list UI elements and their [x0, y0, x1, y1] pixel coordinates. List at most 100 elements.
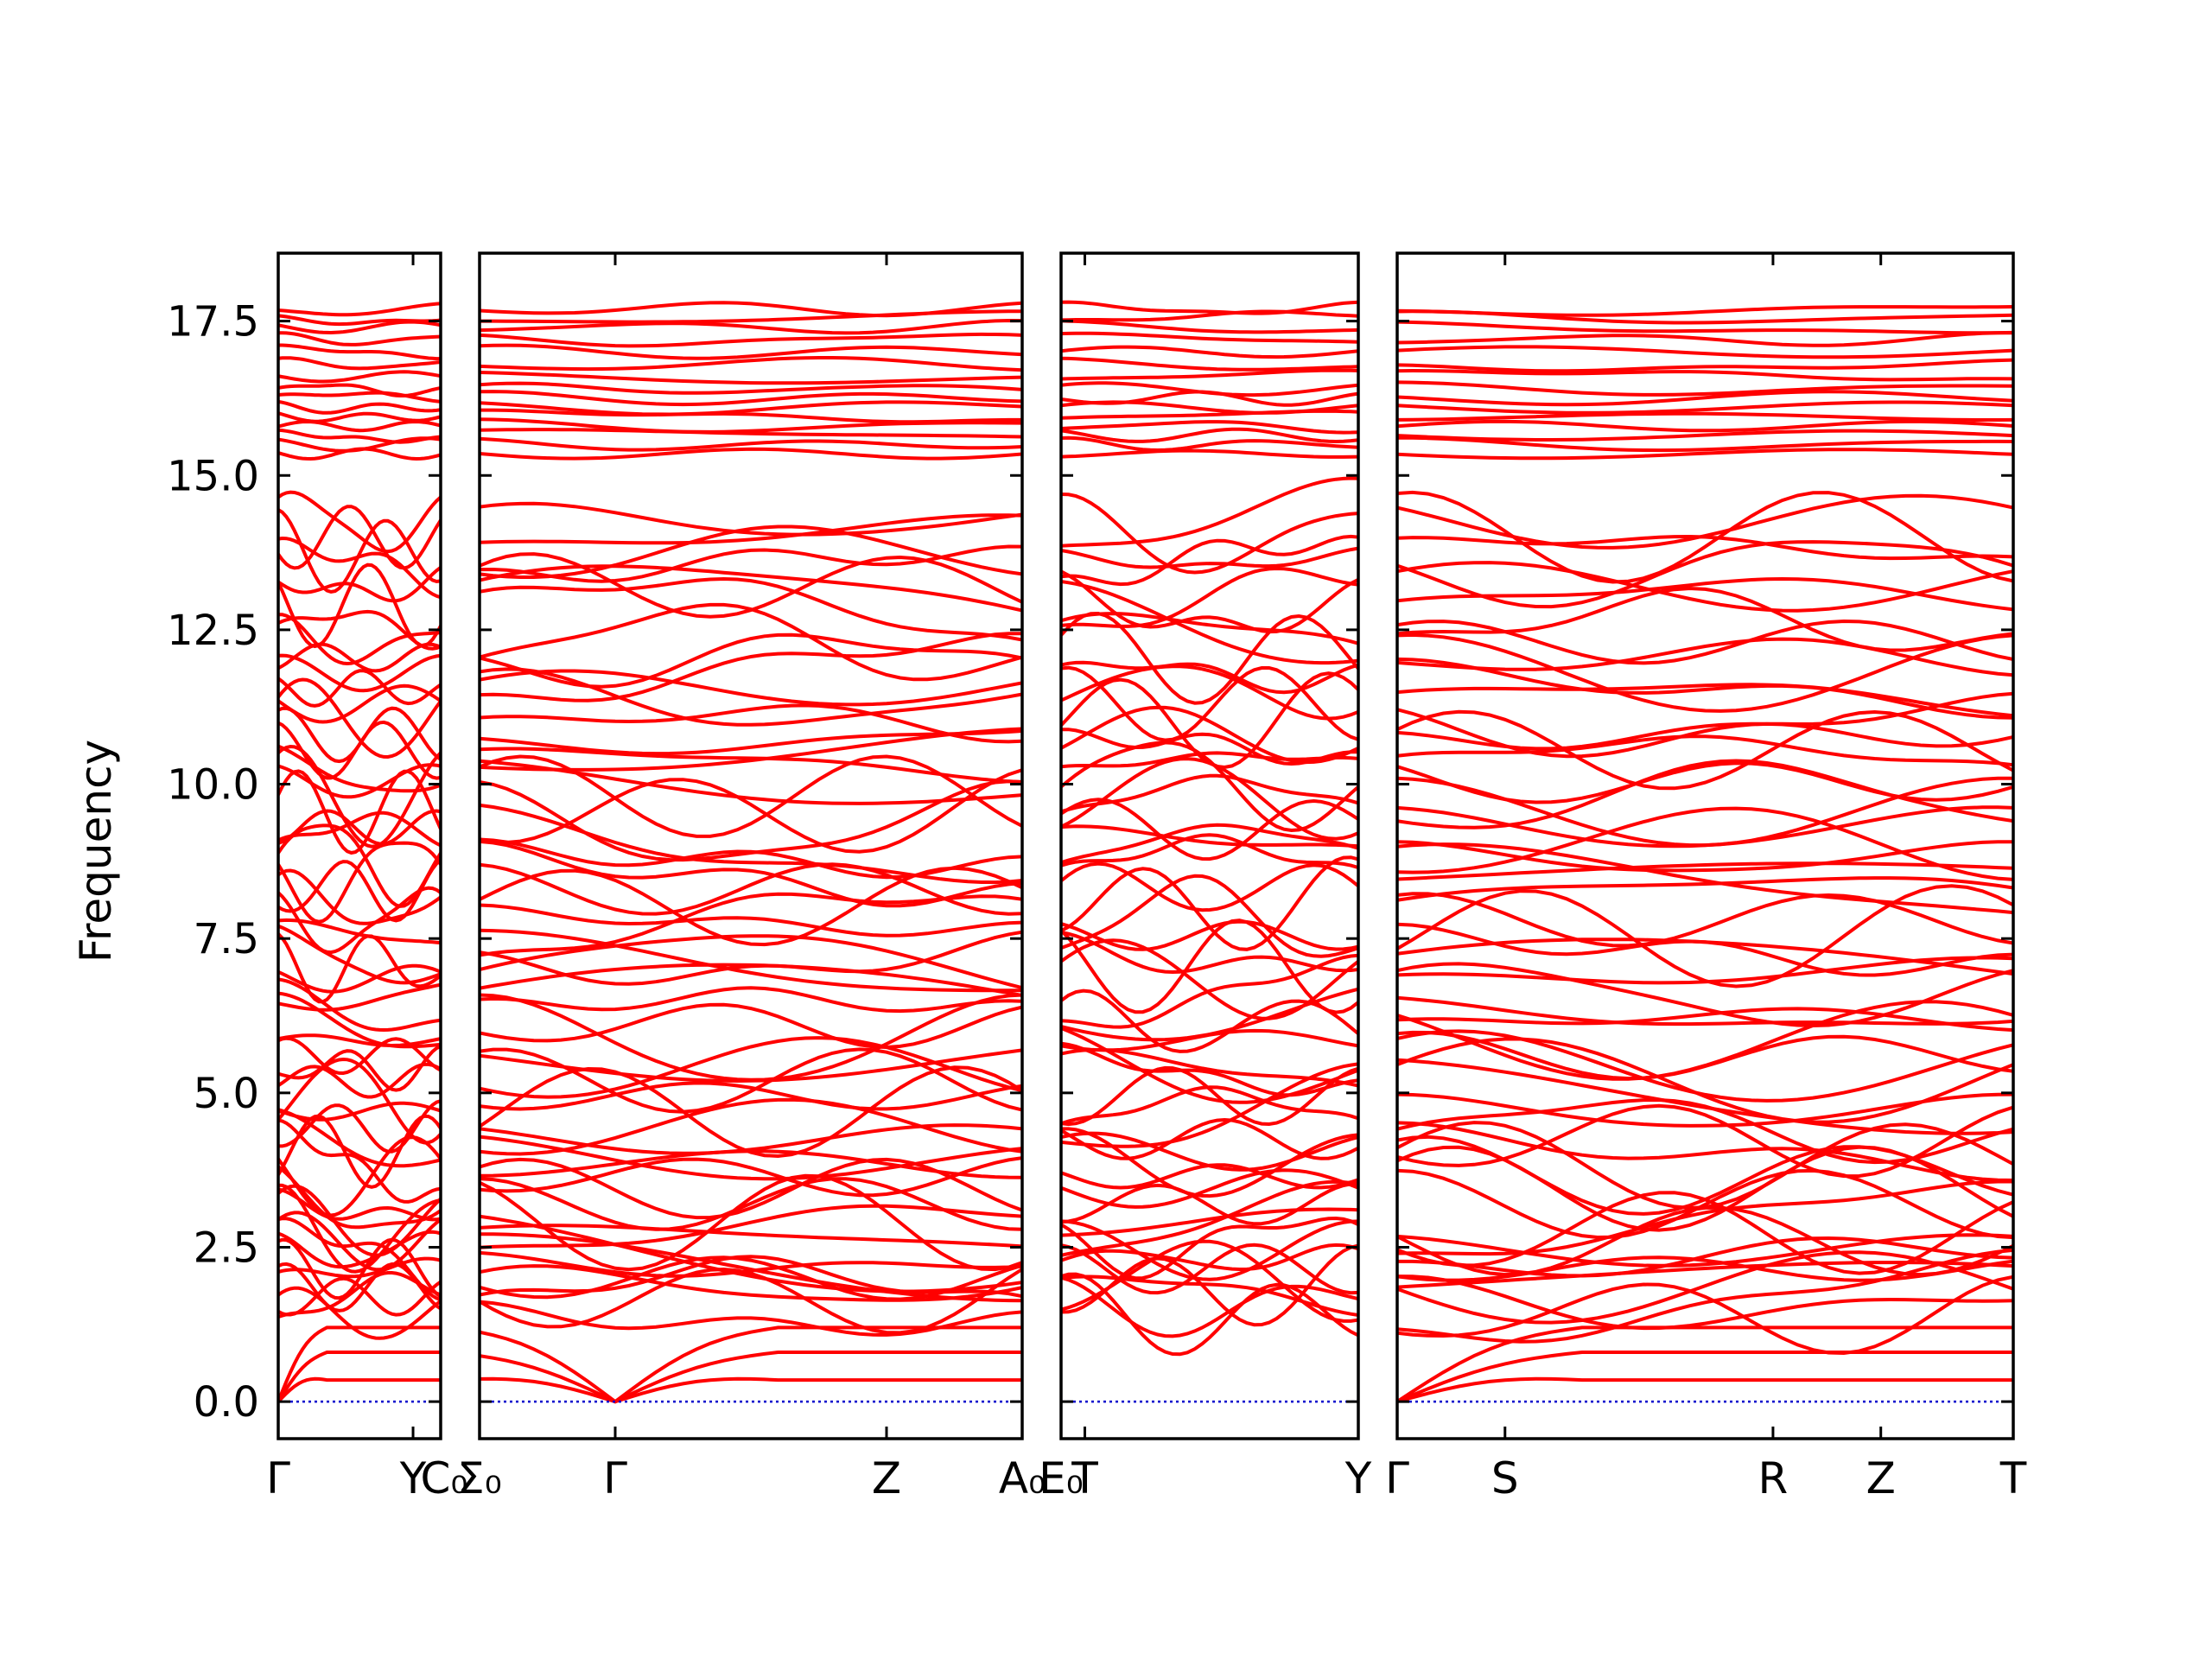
band-line	[1397, 419, 2013, 433]
band-line	[1061, 773, 1358, 814]
band-line	[278, 613, 441, 666]
band-line	[1397, 1250, 2013, 1325]
band-line	[278, 991, 441, 1049]
band-line	[1397, 358, 2013, 373]
band-line	[1061, 741, 1358, 833]
band-line	[1061, 534, 1358, 587]
band-line	[1397, 345, 2013, 359]
band-line	[1397, 1135, 2013, 1216]
band-line	[278, 924, 441, 985]
band-line	[1397, 922, 2013, 977]
band-line	[1061, 580, 1358, 665]
band-line	[278, 566, 441, 603]
band-line	[278, 1217, 441, 1302]
band-line	[278, 411, 441, 423]
band-line	[1397, 368, 2013, 382]
band-line	[480, 552, 1022, 619]
y-tick-label: 17.5	[167, 298, 259, 346]
band-line	[1061, 918, 1358, 1014]
band-line	[1061, 1219, 1358, 1281]
band-line	[278, 399, 441, 415]
band-line	[278, 505, 441, 570]
band-line	[1397, 1274, 2013, 1331]
band-line	[278, 1101, 441, 1122]
panel-frame	[1059, 251, 1360, 1440]
band-line	[480, 428, 1022, 439]
band-line	[480, 1250, 1022, 1278]
band-line	[278, 436, 441, 453]
x-tick-label: A₀	[999, 1453, 1046, 1503]
band-line	[1397, 1233, 2013, 1268]
x-tick-label: C₀	[421, 1453, 468, 1503]
y-tick-label: 12.5	[167, 607, 259, 655]
band-line	[1061, 823, 1358, 865]
band-line	[1061, 356, 1358, 372]
band-line	[1397, 1000, 2013, 1081]
y-tick-label: 0.0	[194, 1378, 259, 1427]
acoustic-band-line	[1397, 1351, 2013, 1403]
band-line	[480, 632, 1022, 702]
band-line	[480, 576, 1022, 642]
band-line	[1061, 938, 1358, 1020]
band-line	[278, 563, 441, 649]
band-line	[278, 653, 441, 693]
band-line	[278, 809, 441, 846]
band-line	[1061, 664, 1358, 721]
band-line	[1061, 953, 1358, 1029]
x-tick-label: T	[1999, 1453, 2027, 1503]
band-line	[1061, 493, 1358, 575]
band-line	[1397, 1007, 2013, 1033]
band-line	[1061, 660, 1358, 695]
x-tick-label: Γ	[266, 1453, 290, 1503]
band-line	[1061, 1047, 1358, 1088]
acoustic-band-line	[1397, 1325, 2013, 1403]
band-line	[480, 408, 1022, 424]
band-line	[1061, 1041, 1358, 1097]
x-tick-label: Z	[872, 1453, 901, 1503]
band-line	[1397, 861, 2013, 881]
band-line	[1397, 305, 2013, 317]
band-line	[278, 1045, 441, 1092]
band-line	[1061, 1272, 1358, 1357]
band-line	[1061, 665, 1358, 742]
band-line	[1397, 320, 2013, 335]
band-line	[1397, 1236, 2013, 1278]
panel-frame	[1395, 251, 2015, 1440]
band-line	[480, 669, 1022, 707]
acoustic-band-line	[278, 1351, 441, 1403]
band-line	[480, 1214, 1022, 1294]
band-line	[1397, 448, 2013, 461]
band-line	[278, 490, 441, 554]
band-line	[1061, 476, 1358, 548]
band-line	[1061, 855, 1358, 951]
band-line	[1397, 995, 2013, 1027]
band-line	[1397, 1092, 2013, 1128]
band-line	[278, 744, 441, 793]
band-line	[480, 332, 1022, 348]
panel-frame	[478, 251, 1024, 1440]
band-line	[1061, 420, 1358, 435]
band-line	[1397, 1029, 2013, 1103]
band-line	[480, 544, 1022, 583]
band-line	[1397, 331, 2013, 347]
band-line	[1061, 546, 1358, 569]
band-line	[480, 759, 1022, 805]
band-line	[480, 1135, 1022, 1181]
band-line	[480, 390, 1022, 407]
band-line	[278, 356, 441, 371]
band-line	[1061, 1027, 1358, 1104]
band-line	[1397, 892, 2013, 948]
band-line	[278, 1165, 441, 1230]
band-line	[480, 513, 1022, 545]
band-line	[1397, 657, 2013, 720]
band-line	[1397, 435, 2013, 453]
band-line	[480, 1267, 1022, 1335]
band-line	[480, 862, 1022, 916]
band-line	[278, 1237, 441, 1300]
y-tick-label: 15.0	[167, 452, 259, 500]
band-line	[1061, 612, 1358, 645]
band-line	[278, 370, 441, 384]
band-line	[278, 314, 441, 327]
